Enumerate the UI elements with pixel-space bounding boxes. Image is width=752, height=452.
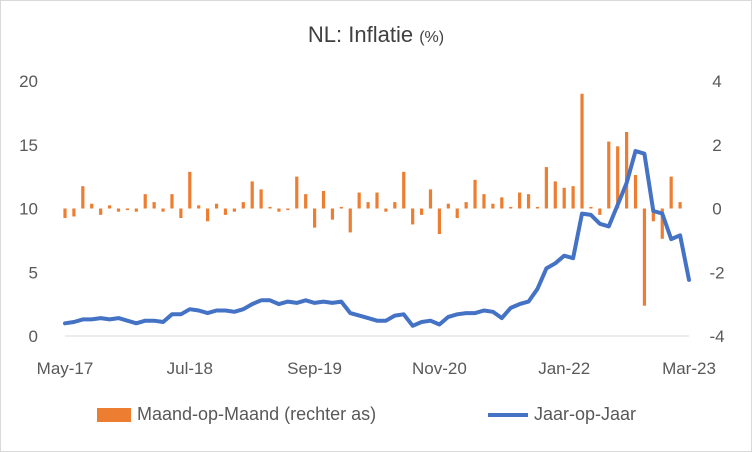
x-tick-label: Jan-22 bbox=[538, 359, 590, 378]
bar-mom bbox=[553, 181, 557, 209]
bar-mom bbox=[518, 192, 522, 209]
bar-mom bbox=[330, 208, 335, 220]
bar-mom bbox=[152, 202, 156, 209]
bar-mom bbox=[125, 208, 129, 211]
bar-mom bbox=[295, 176, 299, 209]
bar-mom bbox=[669, 176, 673, 209]
bar-mom bbox=[143, 194, 147, 209]
legend-item-line: Jaar-op-Jaar bbox=[488, 404, 636, 425]
left-tick-label: 15 bbox=[19, 136, 38, 155]
bar-mom bbox=[660, 208, 664, 239]
bar-mom bbox=[214, 203, 219, 209]
left-tick-label: 20 bbox=[19, 72, 38, 91]
bar-mom bbox=[313, 208, 317, 228]
bar-mom bbox=[633, 175, 638, 209]
legend-label-bars: Maand-op-Maand (rechter as) bbox=[137, 404, 377, 424]
bar-mom bbox=[366, 202, 370, 209]
bar-mom bbox=[232, 208, 236, 212]
left-tick-label: 5 bbox=[29, 263, 38, 282]
bar-mom bbox=[72, 208, 76, 217]
bar-mom bbox=[348, 208, 352, 233]
bar-mom bbox=[259, 189, 263, 209]
bar-mom bbox=[616, 146, 620, 209]
bar-mom bbox=[473, 179, 477, 209]
right-tick-label: -4 bbox=[709, 327, 724, 346]
bar-mom bbox=[339, 206, 343, 209]
legend-item-bars: Maand-op-Maand (rechter as) bbox=[97, 404, 376, 425]
x-tick-label: Jul-18 bbox=[167, 359, 213, 378]
bar-mom bbox=[241, 202, 245, 209]
bar-mom bbox=[411, 208, 415, 225]
bar-mom bbox=[384, 208, 388, 212]
bar-mom bbox=[678, 202, 682, 209]
bar-mom bbox=[188, 171, 192, 209]
bar-mom bbox=[134, 208, 138, 212]
bar-mom bbox=[535, 206, 540, 209]
bar-mom bbox=[509, 206, 513, 209]
legend: Maand-op-Maand (rechter as) Jaar-op-Jaar bbox=[0, 404, 752, 428]
bar-mom bbox=[500, 197, 504, 209]
legend-label-line: Jaar-op-Jaar bbox=[534, 404, 637, 424]
x-tick-label: May-17 bbox=[37, 359, 94, 378]
bar-mom bbox=[589, 206, 593, 209]
bar-mom bbox=[455, 208, 459, 219]
bar-mom bbox=[544, 167, 548, 209]
line-yoy bbox=[63, 149, 691, 328]
bar-mom bbox=[375, 192, 379, 209]
bar-mom bbox=[277, 208, 281, 212]
left-tick-label: 10 bbox=[19, 200, 38, 219]
right-tick-label: -2 bbox=[709, 263, 724, 282]
bar-mom bbox=[419, 208, 424, 215]
right-tick-label: 2 bbox=[712, 136, 721, 155]
bar-mom bbox=[179, 208, 183, 219]
bar-mom bbox=[642, 208, 647, 306]
legend-swatch-line bbox=[488, 412, 528, 417]
bar-mom bbox=[250, 181, 254, 209]
bar-mom bbox=[286, 208, 290, 211]
bar-mom bbox=[268, 206, 272, 209]
bar-mom bbox=[107, 205, 112, 209]
bar-mom bbox=[571, 186, 575, 209]
bar-mom bbox=[580, 93, 584, 209]
x-tick-label: Sep-19 bbox=[287, 359, 342, 378]
bar-mom bbox=[197, 205, 201, 209]
bar-mom bbox=[562, 187, 566, 209]
bar-mom bbox=[206, 208, 210, 222]
bar-mom bbox=[90, 203, 94, 209]
bar-mom bbox=[402, 171, 406, 209]
bar-mom bbox=[598, 208, 602, 215]
chart-title: NL: Inflatie (%) bbox=[0, 22, 752, 48]
bar-mom bbox=[63, 208, 67, 219]
bar-mom bbox=[428, 189, 433, 209]
bar-mom bbox=[357, 192, 361, 209]
bar-mom bbox=[446, 203, 450, 209]
bar-mom bbox=[223, 208, 228, 215]
bar-mom bbox=[304, 194, 308, 209]
bar-mom bbox=[651, 208, 655, 222]
chart-title-unit: (%) bbox=[419, 29, 445, 46]
bar-mom bbox=[393, 202, 397, 209]
bar-mom bbox=[491, 203, 495, 209]
bar-mom bbox=[526, 194, 531, 209]
bar-mom bbox=[625, 132, 629, 209]
bar-mom bbox=[607, 141, 611, 209]
x-tick-label: Nov-20 bbox=[412, 359, 467, 378]
bar-mom bbox=[116, 208, 121, 212]
bar-mom bbox=[321, 190, 326, 209]
bar-mom bbox=[482, 194, 486, 209]
left-tick-label: 0 bbox=[29, 327, 38, 346]
legend-swatch-bars bbox=[97, 407, 131, 422]
right-tick-label: 0 bbox=[712, 200, 721, 219]
bar-mom bbox=[464, 202, 468, 209]
bar-mom bbox=[81, 186, 85, 209]
bar-mom bbox=[161, 208, 165, 212]
bar-mom bbox=[99, 208, 103, 215]
x-tick-label: Mar-23 bbox=[662, 359, 716, 378]
bar-mom bbox=[170, 194, 174, 209]
chart-title-text: NL: Inflatie bbox=[307, 22, 414, 47]
right-tick-label: 4 bbox=[712, 72, 721, 91]
bar-mom bbox=[437, 208, 441, 234]
